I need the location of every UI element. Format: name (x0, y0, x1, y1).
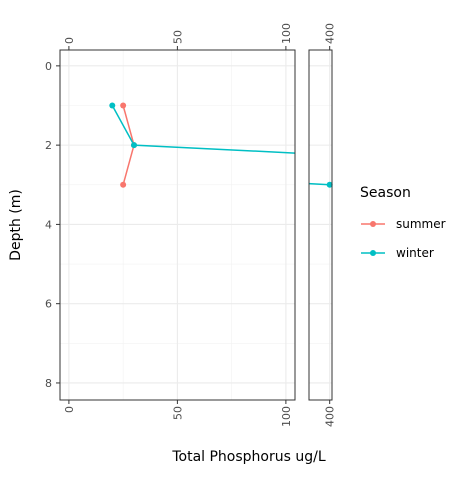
point (326, 181, 333, 188)
y-axis-title: Depth (m) (8, 189, 24, 261)
point (109, 102, 116, 109)
y-tick-label: 4 (45, 218, 52, 231)
panel-border (308, 49, 333, 401)
point (120, 102, 127, 109)
x-tick-label: 0 (63, 406, 76, 413)
y-tick-label: 2 (45, 139, 52, 152)
legend-title: Season (360, 185, 411, 201)
y-tick-label: 0 (45, 60, 52, 73)
y-tick-label: 6 (45, 298, 52, 311)
point (120, 181, 127, 188)
legend-swatch (370, 221, 376, 227)
legend-label: summer (396, 217, 446, 231)
x-tick-label: 100 (280, 406, 293, 427)
legend-label: winter (396, 246, 434, 260)
panel-border (59, 49, 296, 401)
panel: 0 0 50 50 100 100 (59, 23, 296, 427)
point (130, 142, 137, 149)
x-tick-label: 100 (280, 23, 293, 44)
x-tick-label: 400 (324, 23, 337, 44)
x-tick-label: 0 (63, 37, 76, 44)
x-axis-title: Total Phosphorus ug/L (171, 449, 325, 465)
x-tick-label: 400 (324, 406, 337, 427)
y-tick-label: 8 (45, 377, 52, 390)
panel: 400 400 (308, 23, 337, 427)
legend-swatch (370, 250, 376, 256)
x-tick-label: 50 (171, 406, 184, 420)
x-tick-label: 50 (171, 30, 184, 44)
